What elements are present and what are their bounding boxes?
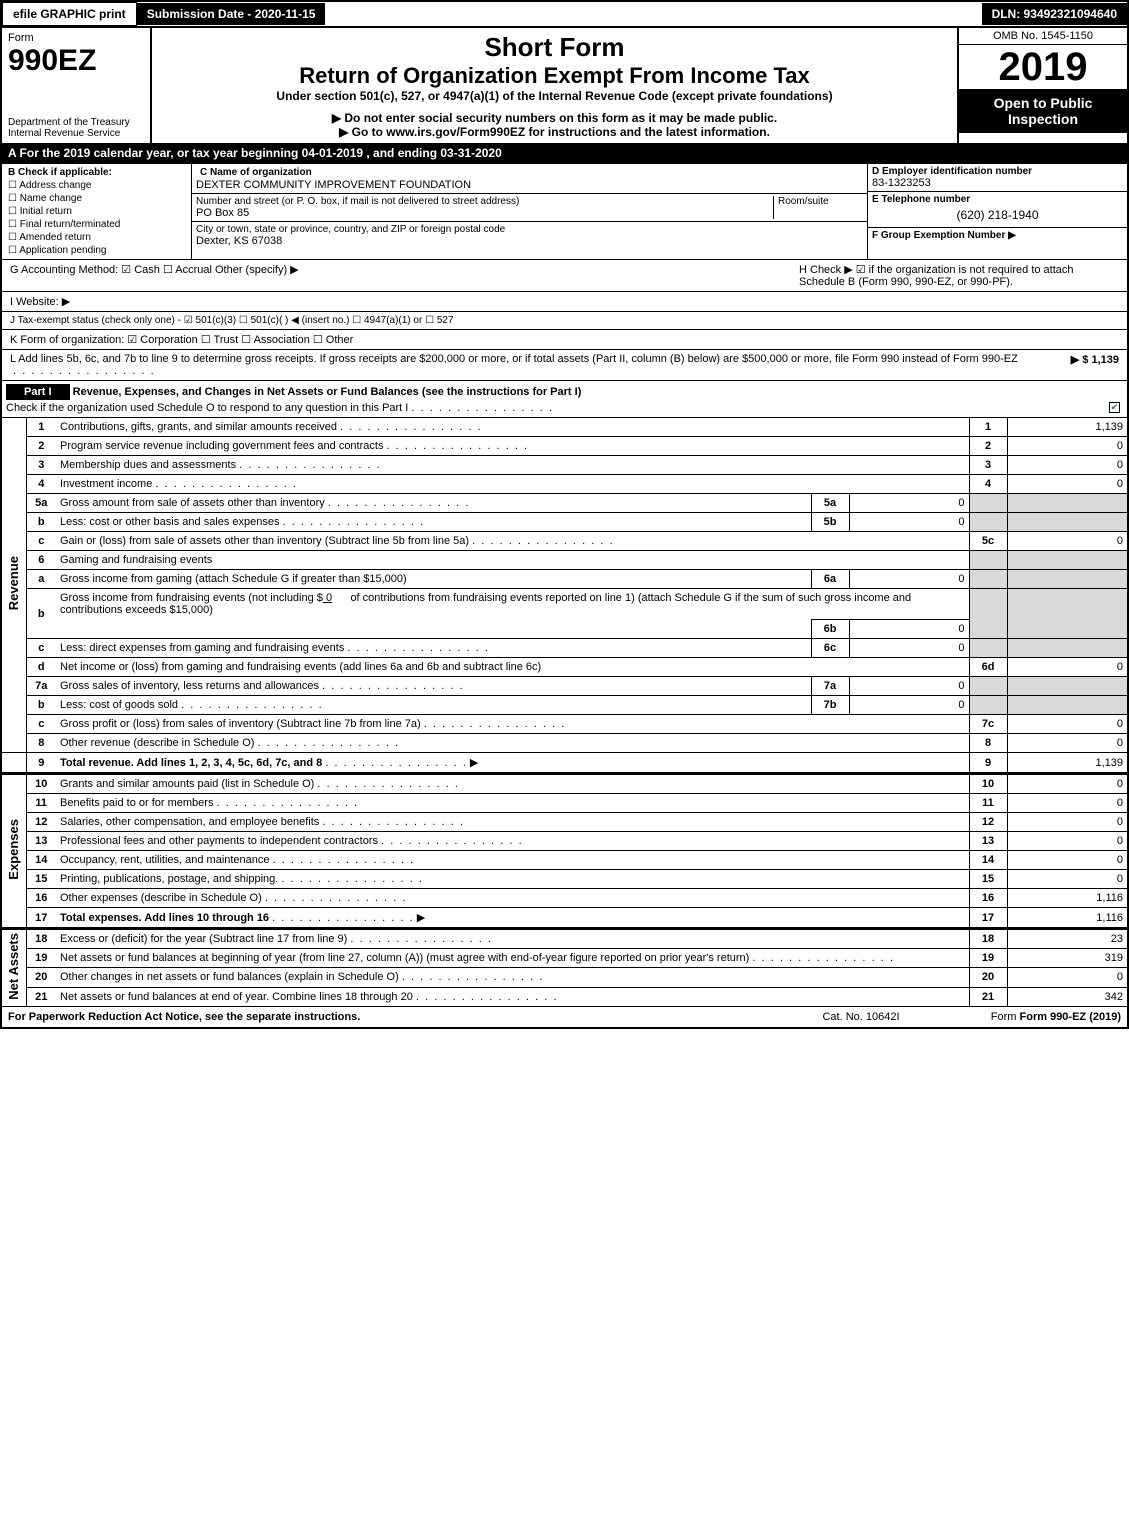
- footer-catno: Cat. No. 10642I: [761, 1011, 961, 1023]
- expenses-section-label: Expenses: [6, 819, 21, 880]
- open-public-badge: Open to Public Inspection: [959, 89, 1127, 133]
- form-number: 990EZ: [8, 44, 144, 78]
- efile-print-button[interactable]: efile GRAPHIC print: [2, 2, 137, 26]
- line-19: 19Net assets or fund balances at beginni…: [2, 949, 1127, 968]
- tax-year-row: A For the 2019 calendar year, or tax yea…: [2, 143, 1127, 163]
- line-6a: aGross income from gaming (attach Schedu…: [2, 570, 1127, 589]
- org-info-block: B Check if applicable: ☐ Address change …: [2, 163, 1127, 259]
- tax-exempt-status[interactable]: J Tax-exempt status (check only one) - ☑…: [2, 311, 1127, 329]
- tel-value: (620) 218-1940: [872, 205, 1123, 225]
- dln-label: DLN: 93492321094640: [982, 3, 1127, 25]
- topbar: efile GRAPHIC print Submission Date - 20…: [2, 2, 1127, 26]
- header-left: Form 990EZ Department of the Treasury In…: [2, 28, 152, 143]
- part1-schedule-o-checkbox[interactable]: [1109, 402, 1120, 413]
- check-amended-return[interactable]: ☐ Amended return: [8, 231, 185, 244]
- part1-header-row: Part I Revenue, Expenses, and Changes in…: [2, 380, 1127, 417]
- form-label: Form: [8, 32, 144, 44]
- city-label: City or town, state or province, country…: [196, 224, 863, 235]
- tax-year: 2019: [959, 45, 1127, 89]
- line-13: 13Professional fees and other payments t…: [2, 832, 1127, 851]
- tel-label: E Telephone number: [872, 194, 1123, 205]
- line-11: 11Benefits paid to or for members110: [2, 794, 1127, 813]
- line-7a: 7aGross sales of inventory, less returns…: [2, 677, 1127, 696]
- line-5a: 5aGross amount from sale of assets other…: [2, 494, 1127, 513]
- check-initial-return[interactable]: ☐ Initial return: [8, 205, 185, 218]
- netassets-section-label: Net Assets: [6, 933, 21, 1000]
- row-g-h: G Accounting Method: ☑ Cash ☐ Accrual Ot…: [2, 259, 1127, 291]
- address-value: PO Box 85: [196, 207, 773, 219]
- irs-label: Internal Revenue Service: [8, 128, 144, 139]
- box-b: B Check if applicable: ☐ Address change …: [2, 164, 192, 259]
- box-def: D Employer identification number 83-1323…: [867, 164, 1127, 259]
- header-center: Short Form Return of Organization Exempt…: [152, 28, 957, 143]
- line-21: 21Net assets or fund balances at end of …: [2, 987, 1127, 1006]
- line-18: Net Assets 18Excess or (deficit) for the…: [2, 929, 1127, 949]
- line-5b: bLess: cost or other basis and sales exp…: [2, 513, 1127, 532]
- line-6c: cLess: direct expenses from gaming and f…: [2, 639, 1127, 658]
- header-right: OMB No. 1545-1150 2019 Open to Public In…: [957, 28, 1127, 143]
- form-of-organization[interactable]: K Form of organization: ☑ Corporation ☐ …: [2, 329, 1127, 349]
- line-4: 4Investment income 40: [2, 475, 1127, 494]
- gross-receipts-row: L Add lines 5b, 6c, and 7b to line 9 to …: [2, 349, 1127, 380]
- line-6b: b Gross income from fundraising events (…: [2, 589, 1127, 620]
- line-9: 9Total revenue. Add lines 1, 2, 3, 4, 5c…: [2, 753, 1127, 774]
- line-16: 16Other expenses (describe in Schedule O…: [2, 889, 1127, 908]
- part1-check-text: Check if the organization used Schedule …: [6, 402, 1109, 414]
- part1-tab: Part I: [6, 384, 70, 400]
- line-20: 20Other changes in net assets or fund ba…: [2, 968, 1127, 987]
- under-section-text: Under section 501(c), 527, or 4947(a)(1)…: [160, 89, 949, 103]
- group-exemption-label: F Group Exemption Number ▶: [872, 230, 1123, 241]
- ein-label: D Employer identification number: [872, 166, 1123, 177]
- line-6d: dNet income or (loss) from gaming and fu…: [2, 658, 1127, 677]
- check-address-change[interactable]: ☐ Address change: [8, 179, 185, 192]
- line-8: 8Other revenue (describe in Schedule O) …: [2, 734, 1127, 753]
- revenue-section-label: Revenue: [6, 556, 21, 610]
- line-12: 12Salaries, other compensation, and empl…: [2, 813, 1127, 832]
- line-l-text: L Add lines 5b, 6c, and 7b to line 9 to …: [10, 353, 1029, 377]
- form-header: Form 990EZ Department of the Treasury In…: [2, 26, 1127, 143]
- line-15: 15Printing, publications, postage, and s…: [2, 870, 1127, 889]
- note-link[interactable]: ▶ Go to www.irs.gov/Form990EZ for instru…: [160, 125, 949, 139]
- part1-title: Revenue, Expenses, and Changes in Net As…: [73, 386, 582, 398]
- box-b-label: B Check if applicable:: [8, 166, 185, 179]
- form-page: efile GRAPHIC print Submission Date - 20…: [0, 0, 1129, 1029]
- line-7b: bLess: cost of goods sold 7b0: [2, 696, 1127, 715]
- check-final-return[interactable]: ☐ Final return/terminated: [8, 218, 185, 231]
- omb-number: OMB No. 1545-1150: [959, 28, 1127, 45]
- line-3: 3Membership dues and assessments 30: [2, 456, 1127, 475]
- org-name: DEXTER COMMUNITY IMPROVEMENT FOUNDATION: [196, 179, 863, 191]
- submission-date-button[interactable]: Submission Date - 2020-11-15: [137, 3, 326, 25]
- line-7c: cGross profit or (loss) from sales of in…: [2, 715, 1127, 734]
- check-application-pending[interactable]: ☐ Application pending: [8, 244, 185, 257]
- accounting-method[interactable]: G Accounting Method: ☑ Cash ☐ Accrual Ot…: [10, 263, 799, 288]
- line-6b-sub: 6b0: [2, 620, 1127, 639]
- return-title: Return of Organization Exempt From Incom…: [160, 63, 949, 89]
- footer-left: For Paperwork Reduction Act Notice, see …: [8, 1011, 761, 1023]
- org-name-label: C Name of organization: [196, 166, 863, 179]
- line-14: 14Occupancy, rent, utilities, and mainte…: [2, 851, 1127, 870]
- room-suite-label: Room/suite: [773, 196, 863, 219]
- box-c: C Name of organization DEXTER COMMUNITY …: [192, 164, 867, 259]
- schedule-b-check[interactable]: H Check ▶ ☑ if the organization is not r…: [799, 263, 1119, 288]
- address-label: Number and street (or P. O. box, if mail…: [196, 196, 773, 207]
- lines-table: Revenue 1 Contributions, gifts, grants, …: [2, 417, 1127, 1006]
- line-6: 6Gaming and fundraising events: [2, 551, 1127, 570]
- line-10: Expenses 10Grants and similar amounts pa…: [2, 774, 1127, 794]
- check-name-change[interactable]: ☐ Name change: [8, 192, 185, 205]
- dept-label: Department of the Treasury: [8, 117, 144, 128]
- note-ssn: ▶ Do not enter social security numbers o…: [160, 111, 949, 125]
- line-2: 2Program service revenue including gover…: [2, 437, 1127, 456]
- line-l-amount: ▶ $ 1,139: [1029, 353, 1119, 377]
- website-row[interactable]: I Website: ▶: [2, 291, 1127, 311]
- city-value: Dexter, KS 67038: [196, 235, 863, 247]
- line-5c: cGain or (loss) from sale of assets othe…: [2, 532, 1127, 551]
- line-1: Revenue 1 Contributions, gifts, grants, …: [2, 418, 1127, 437]
- page-footer: For Paperwork Reduction Act Notice, see …: [2, 1006, 1127, 1027]
- ein-value: 83-1323253: [872, 177, 1123, 189]
- footer-formref: Form Form 990-EZ (2019): [961, 1011, 1121, 1023]
- line-17: 17Total expenses. Add lines 10 through 1…: [2, 908, 1127, 929]
- short-form-title: Short Form: [160, 32, 949, 63]
